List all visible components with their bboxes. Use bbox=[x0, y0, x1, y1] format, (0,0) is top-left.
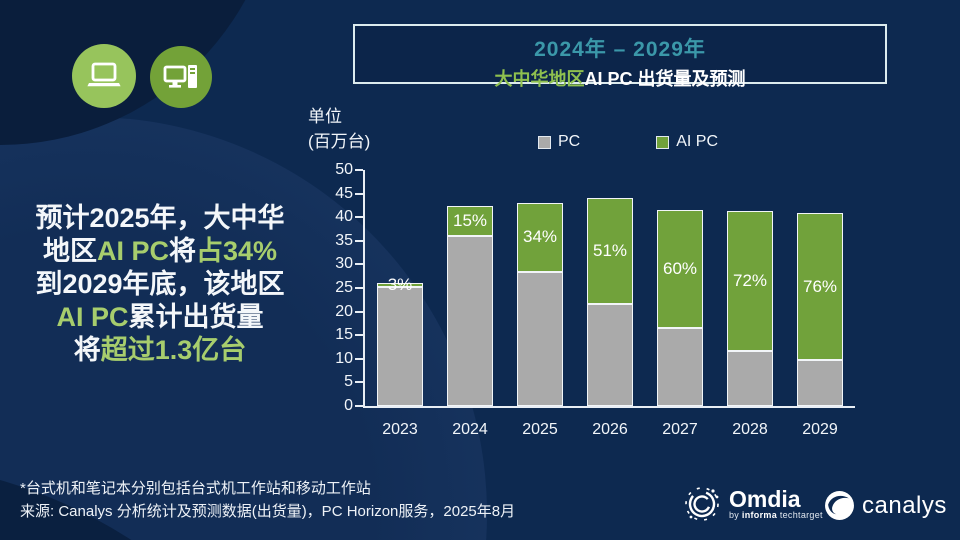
y-axis-unit-label: 单位 (百万台) bbox=[308, 107, 371, 151]
y-tick-label: 0 bbox=[344, 397, 353, 414]
bar-segment-aipc-2023 bbox=[377, 283, 423, 288]
bar-segment-aipc-2029 bbox=[797, 213, 843, 360]
title-subject: 大中华地区AI PC 出货量及预测 bbox=[355, 65, 885, 91]
x-axis-label-2028: 2028 bbox=[732, 421, 768, 438]
legend-item-pc: PC bbox=[538, 133, 580, 151]
y-tick-mark bbox=[355, 287, 363, 289]
omdia-logo-icon bbox=[685, 487, 719, 521]
canalys-logo-icon bbox=[825, 491, 854, 520]
footnote-block: *台式机和笔记本分别包括台式机工作站和移动工作站 来源: Canalys 分析统… bbox=[20, 477, 515, 523]
bar-percent-label-2026: 51% bbox=[592, 240, 628, 260]
bar-segment-pc-2023 bbox=[377, 287, 423, 406]
bar-percent-label-2029: 76% bbox=[802, 276, 838, 296]
bar-segment-aipc-2027 bbox=[657, 210, 703, 328]
legend-label-aipc: AI PC bbox=[676, 133, 719, 150]
y-tick-mark bbox=[355, 216, 363, 219]
y-tick-label: 25 bbox=[335, 279, 353, 296]
x-axis-label-2024: 2024 bbox=[452, 421, 488, 438]
y-tick-mark bbox=[355, 334, 363, 337]
bar-percent-label-2028: 72% bbox=[732, 270, 768, 290]
legend-swatch-aipc bbox=[656, 135, 670, 149]
y-tick-label: 30 bbox=[335, 255, 353, 273]
y-tick-label: 20 bbox=[335, 302, 353, 320]
y-tick-label: 50 bbox=[335, 161, 353, 178]
key-message-text: 预计2025年，大中华 地区AI PC将占34% 到2029年底，该地区 AI PC累… bbox=[8, 202, 312, 367]
footnote: *台式机和笔记本分别包括台式机工作站和移动工作站 bbox=[20, 480, 371, 497]
bar-percent-label-2023: 3% bbox=[387, 275, 413, 295]
bar-segment-pc-2027 bbox=[657, 327, 703, 406]
y-tick-mark bbox=[355, 357, 363, 360]
omdia-logo: Omdia by informa techtarget bbox=[683, 485, 823, 523]
y-tick-mark bbox=[355, 381, 363, 384]
legend-swatch-pc bbox=[538, 135, 551, 149]
title-period: 2024年 – 2029年 bbox=[534, 38, 706, 61]
bar-segment-aipc-2028 bbox=[727, 210, 773, 352]
laptop-glyph bbox=[87, 62, 121, 87]
title-rest: AI PC 出货量及预测 bbox=[584, 69, 746, 89]
y-tick-mark bbox=[355, 239, 363, 242]
bar-segment-pc-2029 bbox=[797, 359, 843, 406]
y-tick-mark bbox=[355, 192, 363, 195]
bar-percent-label-2024: 15% bbox=[452, 210, 488, 230]
laptop-icon bbox=[72, 44, 136, 108]
bar-segment-pc-2026 bbox=[587, 304, 633, 406]
y-tick-mark bbox=[355, 263, 363, 266]
legend-item-aipc: AI PC bbox=[656, 133, 718, 151]
headline-line-2: 地区AI PC将占34% bbox=[42, 236, 278, 266]
bar-segment-aipc-2025 bbox=[517, 203, 563, 272]
bar-percent-label-2025: 34% bbox=[522, 227, 558, 247]
bar-segment-pc-2024 bbox=[447, 236, 493, 406]
x-axis-label-2029: 2029 bbox=[802, 421, 838, 438]
headline-line-4: AI PC累计出货量 bbox=[56, 302, 264, 332]
y-tick-mark bbox=[355, 310, 363, 313]
y-tick-label: 35 bbox=[335, 231, 353, 249]
desktop-pc-glyph bbox=[163, 65, 197, 88]
chart-title-box: 2024年 – 2029年 大中华地区AI PC 出货量及预测 bbox=[353, 24, 887, 89]
y-tick-label: 40 bbox=[335, 208, 353, 226]
y-tick-label: 10 bbox=[335, 349, 353, 367]
headline-line-1: 预计2025年，大中华 bbox=[35, 203, 285, 233]
y-tick-label: 5 bbox=[344, 373, 353, 391]
x-axis-label-2025: 2025 bbox=[522, 421, 558, 438]
y-tick-mark bbox=[355, 169, 363, 171]
y-tick-label: 15 bbox=[335, 326, 353, 344]
bar-segment-pc-2028 bbox=[727, 351, 773, 406]
omdia-logo-text: Omdia by informa techtarget bbox=[729, 486, 823, 521]
y-tick-mark bbox=[355, 405, 363, 407]
title-region: 大中华地区 bbox=[494, 69, 585, 89]
y-axis-line bbox=[363, 170, 365, 408]
bar-percent-label-2027: 60% bbox=[662, 258, 698, 278]
source-line: 来源: Canalys 分析统计及预测数据(出货量)，PC Horizon服务，… bbox=[20, 503, 516, 520]
x-axis-line bbox=[363, 406, 855, 408]
chart-legend: PC AI PC bbox=[538, 133, 718, 151]
desktop-pc-icon bbox=[150, 46, 212, 108]
canalys-logo: canalys bbox=[824, 490, 947, 521]
bar-segment-pc-2025 bbox=[517, 271, 563, 406]
x-axis-label-2027: 2027 bbox=[662, 421, 698, 438]
headline-line-5: 将超过1.3亿台 bbox=[73, 335, 247, 365]
bar-segment-aipc-2026 bbox=[587, 197, 633, 305]
headline-line-3: 到2029年底，该地区 bbox=[35, 269, 285, 299]
x-axis-label-2026: 2026 bbox=[592, 421, 628, 438]
x-axis-label-2023: 2023 bbox=[382, 421, 418, 438]
legend-label-pc: PC bbox=[558, 133, 581, 150]
y-tick-label: 45 bbox=[335, 184, 353, 202]
bar-segment-aipc-2024 bbox=[447, 205, 493, 237]
